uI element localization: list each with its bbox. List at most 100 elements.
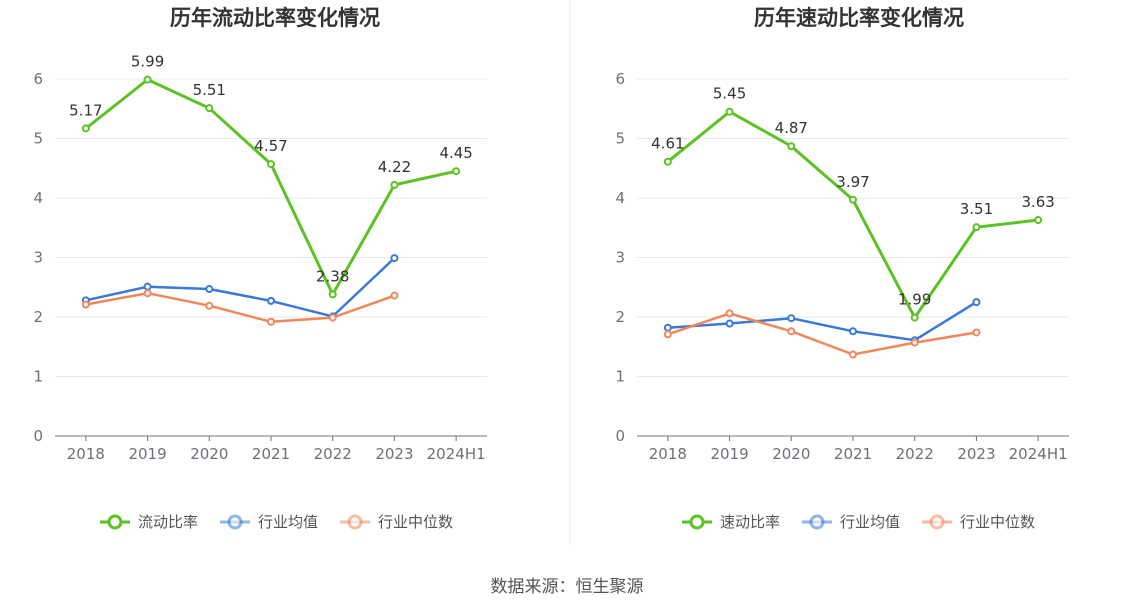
data-point bbox=[849, 195, 857, 204]
y-tick-label: 4 bbox=[33, 189, 43, 207]
data-point bbox=[663, 157, 672, 166]
data-point bbox=[390, 254, 399, 263]
data-label: 5.51 bbox=[193, 81, 226, 99]
data-point bbox=[328, 313, 337, 322]
data-point bbox=[910, 338, 919, 347]
data-label: 4.22 bbox=[378, 158, 411, 176]
data-point bbox=[910, 313, 919, 322]
x-tick-label: 2021 bbox=[834, 445, 872, 463]
data-label: 5.99 bbox=[131, 53, 164, 71]
data-label: 3.63 bbox=[1021, 193, 1054, 211]
y-tick-label: 5 bbox=[615, 130, 625, 148]
data-point bbox=[143, 282, 152, 291]
data-point bbox=[787, 142, 796, 151]
legend-label: 速动比率 bbox=[720, 513, 780, 531]
source-label: 数据来源：恒生聚源 bbox=[491, 577, 644, 597]
x-tick-label: 2023 bbox=[957, 445, 995, 463]
legend-label: 行业均值 bbox=[258, 513, 318, 531]
data-label: 3.51 bbox=[960, 200, 993, 218]
data-label: 4.87 bbox=[775, 119, 808, 137]
data-point bbox=[725, 319, 734, 328]
data-point bbox=[787, 327, 796, 336]
legend-swatch-marker bbox=[227, 514, 243, 530]
series-line bbox=[667, 301, 978, 342]
data-point bbox=[849, 350, 857, 359]
x-tick-label: 2020 bbox=[190, 445, 228, 463]
data-point bbox=[267, 317, 275, 326]
data-point bbox=[972, 223, 981, 232]
x-tick-label: 2024H1 bbox=[427, 445, 486, 463]
data-label: 4.61 bbox=[651, 135, 684, 153]
legend-swatch-marker bbox=[107, 514, 123, 530]
data-point bbox=[81, 124, 90, 133]
y-tick-label: 0 bbox=[615, 427, 625, 445]
x-tick-label: 2022 bbox=[896, 445, 934, 463]
y-tick-label: 6 bbox=[615, 70, 625, 88]
data-point bbox=[849, 327, 857, 336]
data-point bbox=[328, 290, 337, 299]
y-tick-label: 1 bbox=[33, 368, 43, 386]
data-point bbox=[663, 323, 672, 332]
y-tick-label: 2 bbox=[33, 308, 43, 326]
data-label: 4.45 bbox=[439, 144, 472, 162]
data-point bbox=[663, 330, 672, 339]
x-tick-label: 2023 bbox=[375, 445, 413, 463]
legend-swatch-marker bbox=[809, 514, 825, 530]
chart-title: 历年流动比率变化情况 bbox=[170, 6, 380, 30]
data-label: 2.38 bbox=[316, 267, 349, 285]
y-tick-label: 3 bbox=[33, 249, 43, 267]
quick-ratio-chart: 历年速动比率变化情况 0 1 2 3 4 5 6 2018 2019 2020 2021 2022 202… bbox=[615, 6, 1069, 531]
x-tick-label: 2019 bbox=[710, 445, 748, 463]
x-tick-label: 2024H1 bbox=[1009, 445, 1068, 463]
legend-label: 流动比率 bbox=[138, 513, 198, 531]
chart-title: 历年速动比率变化情况 bbox=[754, 6, 964, 30]
series-line bbox=[667, 312, 977, 356]
y-tick-label: 2 bbox=[615, 308, 625, 326]
legend-swatch-marker bbox=[689, 514, 705, 530]
data-label: 5.17 bbox=[69, 101, 102, 119]
data-label: 5.45 bbox=[713, 85, 746, 103]
y-tick-label: 3 bbox=[615, 249, 625, 267]
data-point bbox=[1034, 216, 1043, 225]
data-point bbox=[972, 328, 981, 337]
legend-swatch-marker bbox=[929, 514, 945, 530]
data-point bbox=[205, 104, 214, 113]
data-point bbox=[205, 285, 214, 294]
data-point bbox=[452, 167, 461, 176]
data-label: 4.57 bbox=[254, 137, 287, 155]
y-tick-label: 1 bbox=[615, 368, 625, 386]
data-point bbox=[205, 301, 214, 310]
data-point bbox=[143, 289, 152, 298]
y-tick-label: 4 bbox=[615, 189, 625, 207]
data-point bbox=[267, 160, 275, 169]
x-tick-label: 2018 bbox=[67, 445, 105, 463]
data-point bbox=[390, 180, 399, 189]
data-label: 1.99 bbox=[898, 291, 931, 309]
y-tick-label: 5 bbox=[33, 130, 43, 148]
x-tick-label: 2018 bbox=[649, 445, 687, 463]
data-point bbox=[787, 314, 796, 323]
data-point bbox=[725, 309, 734, 318]
current-ratio-chart: 历年流动比率变化情况 0 1 2 3 4 5 6 2018 2019 2020 2021 2022 202… bbox=[33, 6, 487, 531]
data-point bbox=[143, 75, 152, 84]
data-point bbox=[81, 300, 90, 309]
y-tick-label: 6 bbox=[33, 70, 43, 88]
data-point bbox=[390, 291, 399, 300]
series-line bbox=[85, 257, 396, 318]
series-line bbox=[85, 291, 395, 324]
y-tick-label: 0 bbox=[33, 427, 43, 445]
data-point bbox=[972, 298, 981, 307]
x-tick-label: 2019 bbox=[128, 445, 166, 463]
legend-swatch-marker bbox=[347, 514, 363, 530]
series-line bbox=[84, 78, 457, 296]
legend-label: 行业中位数 bbox=[378, 513, 453, 531]
legend-label: 行业中位数 bbox=[960, 513, 1035, 531]
data-point bbox=[725, 107, 734, 116]
x-tick-label: 2022 bbox=[314, 445, 352, 463]
x-tick-label: 2021 bbox=[252, 445, 290, 463]
x-tick-label: 2020 bbox=[772, 445, 810, 463]
data-label: 3.97 bbox=[836, 173, 869, 191]
data-point bbox=[267, 296, 275, 305]
legend-label: 行业均值 bbox=[840, 513, 900, 531]
